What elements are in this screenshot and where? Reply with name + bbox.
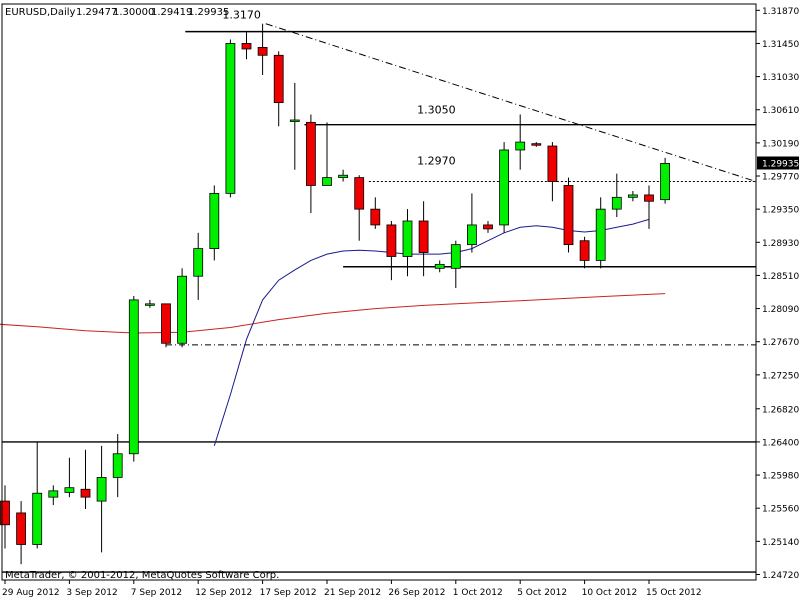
- candle-body: [289, 119, 300, 122]
- y-tick-label: 1.27250: [762, 371, 799, 381]
- x-tick-label: 17 Sep 2012: [260, 588, 317, 598]
- candle-body: [386, 224, 397, 257]
- y-tick-label: 1.25980: [762, 472, 799, 482]
- y-tick-label: 1.26400: [762, 438, 799, 448]
- candle-body: [563, 185, 574, 246]
- ohlc-low: 1.29419: [151, 7, 192, 18]
- candle-body: [402, 220, 413, 257]
- candle-body: [144, 303, 155, 306]
- candle-body: [628, 194, 638, 198]
- level-label-1: 1.3050: [417, 103, 456, 116]
- y-tick-label: 1.29770: [762, 173, 799, 183]
- ma-slow-line: [0, 293, 666, 334]
- candle-body: [579, 240, 590, 261]
- candle-body: [515, 141, 526, 151]
- candle-body: [611, 196, 622, 210]
- x-tick-label: 10 Oct 2012: [582, 588, 638, 598]
- y-tick-label: 1.30610: [762, 106, 799, 116]
- x-tick-label: 26 Sep 2012: [388, 588, 445, 598]
- level-label-0: 1.3170: [222, 9, 261, 22]
- candle-body: [128, 299, 139, 455]
- trendline: [265, 23, 757, 183]
- candle-body: [418, 220, 429, 253]
- ma-fast-line: [213, 218, 650, 447]
- current-price-box: [757, 156, 799, 170]
- x-tick-label: 21 Sep 2012: [324, 588, 381, 598]
- candle-body: [354, 177, 365, 210]
- y-tick-label: 1.30190: [762, 139, 799, 149]
- candle-body: [32, 492, 43, 545]
- x-tick-label: 12 Sep 2012: [195, 588, 252, 598]
- y-tick-label: 1.29350: [762, 206, 799, 216]
- candle-body: [644, 194, 654, 202]
- candle-body: [499, 149, 510, 226]
- candle-body: [305, 121, 316, 186]
- candle-body: [177, 275, 188, 344]
- x-tick-label: 7 Sep 2012: [131, 588, 182, 598]
- y-tick-label: 1.28930: [762, 239, 799, 249]
- candle-body: [161, 303, 171, 344]
- candle-body: [547, 145, 558, 182]
- y-tick-label: 1.24720: [762, 571, 799, 581]
- ohlc-open: 1.29477: [76, 7, 117, 18]
- y-tick-label: 1.31870: [762, 7, 799, 17]
- ohlc-close: 1.29935: [188, 7, 229, 18]
- y-tick-label: 1.26820: [762, 405, 799, 415]
- candle-body: [466, 224, 477, 246]
- y-tick-label: 1.31030: [762, 73, 799, 83]
- level-label-2: 1.2970: [417, 155, 456, 168]
- candle-body: [257, 46, 268, 56]
- plot-frame: [1, 3, 757, 581]
- candle-body: [273, 54, 284, 104]
- x-tick-label: 29 Aug 2012: [2, 588, 60, 598]
- candle-body: [48, 490, 59, 498]
- y-tick-label: 1.28090: [762, 305, 799, 315]
- candle-body: [225, 43, 236, 194]
- candle-body: [483, 224, 493, 230]
- candle-body: [96, 477, 107, 502]
- candle-body: [209, 192, 220, 250]
- candle-body: [434, 263, 445, 269]
- y-tick-label: 1.27670: [762, 338, 799, 348]
- candle-body: [241, 43, 252, 50]
- candle-body: [0, 500, 10, 526]
- copyright-text: MetaTrader, © 2001-2012, MetaQuotes Soft…: [5, 570, 279, 581]
- y-tick-label: 1.25140: [762, 538, 799, 548]
- candle-body: [370, 208, 381, 226]
- x-tick-label: 3 Sep 2012: [66, 588, 117, 598]
- candle-body: [16, 512, 27, 545]
- candle-body: [64, 487, 75, 493]
- candle-body: [338, 174, 349, 178]
- candle-body: [531, 143, 542, 146]
- candle-body: [595, 208, 606, 261]
- x-tick-label: 1 Oct 2012: [453, 588, 503, 598]
- x-tick-label: 15 Oct 2012: [646, 588, 702, 598]
- candle-body: [450, 244, 461, 269]
- candle-body: [80, 488, 91, 498]
- candle-body: [193, 248, 204, 277]
- y-tick-label: 1.31450: [762, 40, 799, 50]
- x-tick-label: 5 Oct 2012: [517, 588, 567, 598]
- candle-body: [112, 453, 123, 478]
- ohlc-high: 1.30000: [113, 7, 154, 18]
- y-tick-label: 1.28510: [762, 272, 799, 282]
- chart-title: EURUSD,Daily: [5, 7, 76, 18]
- candle-body: [660, 162, 670, 201]
- y-tick-label: 1.25560: [762, 505, 799, 515]
- current-price-label: 1.29935: [762, 159, 799, 169]
- candle-body: [322, 177, 332, 186]
